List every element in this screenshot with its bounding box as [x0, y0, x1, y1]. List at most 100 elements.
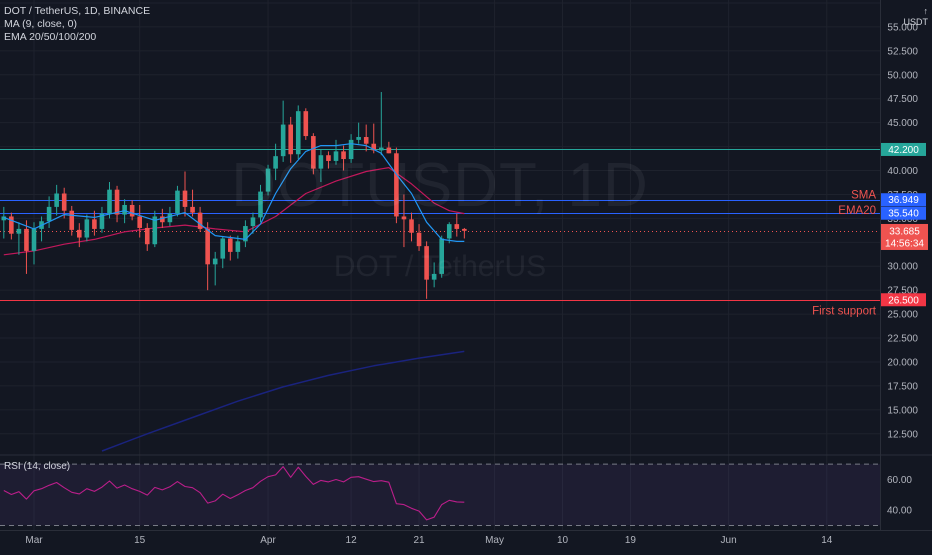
price-tick-label: 47.500	[887, 94, 918, 105]
candle-body-up	[152, 216, 158, 245]
candle-body-down	[24, 228, 29, 251]
time-tick-label: 14	[821, 535, 833, 546]
time-tick-label: 15	[134, 535, 146, 546]
price-tick-label: 30.000	[887, 262, 918, 273]
ma9-line	[3, 143, 465, 242]
currency-label: USDT	[903, 17, 929, 27]
candle-body-down	[363, 137, 369, 144]
candle-body-up	[379, 147, 384, 151]
candle-body-up	[318, 155, 324, 169]
candle-body-up	[356, 137, 361, 140]
candle-body-up	[31, 228, 37, 251]
price-scale: 12.500 15.000 17.500 20.000 22.500 25.000 27.5…	[881, 22, 928, 517]
price-tick-label: 25.000	[887, 310, 918, 321]
candle-body-down	[197, 212, 203, 229]
level-price-label: 42.200	[888, 145, 919, 156]
candle-body-up	[439, 238, 444, 274]
price-tick-label: 45.000	[887, 118, 918, 129]
candle-body-down	[454, 224, 460, 229]
chart-annotation-text: SMA	[851, 189, 876, 201]
candle-body-down	[77, 229, 82, 238]
time-tick-label: 19	[625, 535, 637, 546]
candle-body-down	[228, 238, 233, 252]
candle-body-up	[99, 213, 105, 229]
chart-annotation-text: EMA20	[838, 205, 876, 217]
price-tick-label: 27.500	[887, 286, 918, 297]
chart-legend: DOT / TetherUS, 1D, BINANCE MA (9, close…	[4, 5, 150, 44]
candle-body-up	[431, 273, 437, 280]
candle-body-down	[394, 153, 399, 217]
candle-body-down	[160, 216, 165, 223]
level-price-badge	[881, 206, 926, 220]
candle-body-up	[250, 217, 256, 227]
candle-body-up	[446, 224, 452, 239]
candle-body-up	[212, 258, 218, 265]
price-scale-currency[interactable]: ↑ USDT	[904, 6, 929, 28]
price-tick-label: 22.500	[887, 334, 918, 345]
symbol-title[interactable]: DOT / TetherUS, 1D, BINANCE	[4, 5, 151, 17]
candle-body-down	[137, 216, 142, 228]
candle-body-up	[175, 190, 180, 214]
price-tick-label: 17.500	[887, 381, 918, 392]
candle-body-down	[61, 193, 67, 211]
ema200-line	[101, 350, 465, 452]
price-tick-label: 50.000	[887, 70, 918, 81]
price-tick-label: 15.000	[887, 405, 918, 416]
candle-body-down	[386, 147, 392, 154]
level-price-label: 35.540	[888, 209, 919, 220]
candle-body-up	[54, 193, 59, 207]
price-tick-label: 40.000	[887, 166, 918, 177]
candle-body-up	[273, 156, 278, 169]
rsi-tick-label: 60.00	[887, 475, 912, 486]
candle-body-down	[69, 210, 75, 230]
price-tick-label: 12.500	[887, 429, 918, 440]
candle-body-up	[333, 151, 339, 161]
last-price-label: 33.685	[889, 226, 920, 237]
candle-body-up	[84, 219, 90, 238]
time-scale: Mar 15 Apr 12 21 May 10 19 Jun 14	[25, 535, 832, 546]
candle-body-down	[288, 124, 293, 155]
candle-body-up	[220, 238, 226, 259]
price-tick-label: 55.000	[887, 22, 918, 33]
candle-body-down	[182, 190, 188, 207]
candle-body-down	[416, 232, 422, 247]
price-tick-label: 20.000	[887, 357, 918, 368]
time-tick-label: 21	[413, 535, 425, 546]
candle-body-down	[341, 151, 346, 160]
candle-body-down	[92, 219, 97, 229]
candle-body-down	[371, 143, 377, 151]
candle-body-up	[243, 226, 248, 242]
time-tick-label: Apr	[260, 535, 276, 546]
rsi-indicator-label[interactable]: RSI (14, close)	[4, 461, 71, 472]
time-tick-label: 10	[557, 535, 569, 546]
candle-body-down	[401, 216, 407, 220]
candle-body-up	[46, 206, 52, 222]
last-price-badge	[881, 223, 928, 250]
rsi-line	[3, 466, 465, 521]
level-price-label: 26.500	[888, 295, 919, 306]
rsi-band-background	[0, 464, 880, 526]
rsi-tick-label: 40.00	[887, 506, 912, 517]
candle-body-up	[1, 216, 7, 221]
candle-body-up	[258, 191, 263, 218]
level-price-badge	[881, 193, 926, 207]
candle-body-down	[144, 227, 150, 245]
level-price-badge	[881, 293, 926, 307]
candle-body-down	[462, 228, 467, 231]
candle-body-down	[190, 206, 195, 213]
ma-indicator-label[interactable]: MA (9, close, 0)	[4, 18, 77, 30]
candle-body-down	[409, 219, 414, 233]
candle-body-down	[311, 136, 316, 169]
ema-indicator-label[interactable]: EMA 20/50/100/200	[4, 31, 97, 43]
candle-body-up	[107, 189, 112, 214]
time-tick-label: Mar	[25, 535, 43, 546]
candle-body-down	[129, 204, 135, 217]
time-tick-label: May	[485, 535, 504, 546]
level-price-badge	[881, 142, 926, 156]
currency-arrow: ↑	[923, 6, 929, 16]
candle-body-up	[280, 124, 286, 157]
candle-body-down	[424, 246, 429, 280]
